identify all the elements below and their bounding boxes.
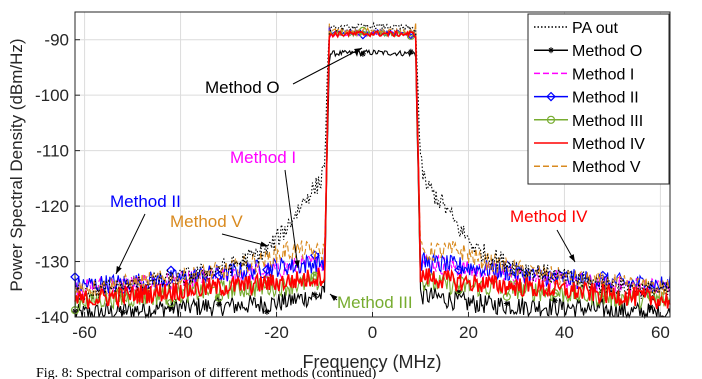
x-tick-label: 0 [368, 323, 377, 342]
annotation-arrowhead [294, 260, 300, 268]
series-marker [215, 301, 222, 308]
legend-box [527, 13, 670, 185]
x-tick-label: 20 [459, 323, 478, 342]
figure-caption: Fig. 8: Spectral comparison of different… [0, 368, 702, 379]
y-axis-label: Power Spectral Density (dBm/Hz) [7, 38, 26, 291]
axis-ticks: -60 -40 -20 0 20 40 60 -90 -100 -110 -120 -130 -140 [35, 31, 670, 342]
series-marker [263, 308, 270, 315]
series-marker [262, 264, 272, 275]
y-tick-label: -110 [36, 142, 69, 161]
legend-label: PA out [572, 20, 619, 37]
annotation-label: Method O [205, 78, 280, 97]
annotation-arrowhead [330, 294, 338, 301]
y-tick-label: -100 [35, 86, 69, 105]
legend-label: Method O [572, 43, 642, 60]
series-marker [311, 291, 318, 298]
x-tick-label: 40 [555, 323, 574, 342]
annotation-label: Method V [170, 212, 243, 231]
annotation-arrowhead [568, 254, 575, 262]
series-marker [551, 297, 558, 304]
annotation-label: Method II [110, 192, 181, 211]
x-axis-label: Frequency (MHz) [302, 352, 441, 372]
series-marker [647, 303, 654, 310]
legend-label: Method IV [572, 136, 645, 153]
x-tick-label: -20 [264, 323, 289, 342]
series-line-method-o [74, 49, 671, 320]
legend-label: Method V [572, 159, 641, 176]
series-marker [166, 298, 176, 308]
series-marker [502, 292, 511, 301]
y-tick-label: -120 [35, 197, 69, 216]
y-tick-label: -130 [35, 253, 69, 272]
series-marker [119, 309, 126, 316]
series-marker [455, 288, 462, 295]
annotation-arrowhead [116, 266, 122, 274]
legend-marker [548, 47, 554, 54]
series-marker [599, 297, 606, 304]
legend: PA out Method O Method I Method II Method II… [527, 13, 670, 185]
series-marker [407, 48, 414, 55]
legend-marker [546, 115, 556, 124]
series-marker [454, 285, 463, 295]
x-tick-label: -40 [168, 323, 193, 342]
annotation-arrow [115, 213, 146, 275]
annotation-arrow [284, 169, 299, 269]
series-marker [454, 265, 464, 275]
series-line-method-iv [74, 29, 671, 310]
annotation-arrowhead [260, 241, 268, 247]
y-tick-label: -90 [44, 31, 69, 50]
series-lines [70, 21, 671, 320]
series-line-pa-out [74, 21, 671, 301]
series-marker [167, 304, 174, 311]
series-marker [359, 50, 366, 57]
legend-marker [546, 91, 556, 102]
annotation-label: Method I [230, 148, 296, 167]
annotation-arrow [221, 233, 269, 247]
x-tick-label: -60 [72, 323, 97, 342]
caption-text: Fig. 8: Spectral comparison of different… [36, 368, 377, 379]
legend-label: Method II [572, 90, 639, 107]
x-tick-label: 60 [651, 323, 670, 342]
annotation-label: Method IV [510, 207, 588, 226]
annotation-arrow [292, 47, 363, 85]
annotation-label: Method III [337, 293, 413, 312]
annotation-arrowhead [354, 48, 362, 54]
series-marker [166, 265, 176, 276]
legend-label: Method I [572, 66, 634, 83]
y-tick-label: -140 [35, 308, 69, 327]
legend-label: Method III [572, 113, 643, 130]
series-marker [214, 293, 224, 302]
series-marker [503, 300, 510, 307]
